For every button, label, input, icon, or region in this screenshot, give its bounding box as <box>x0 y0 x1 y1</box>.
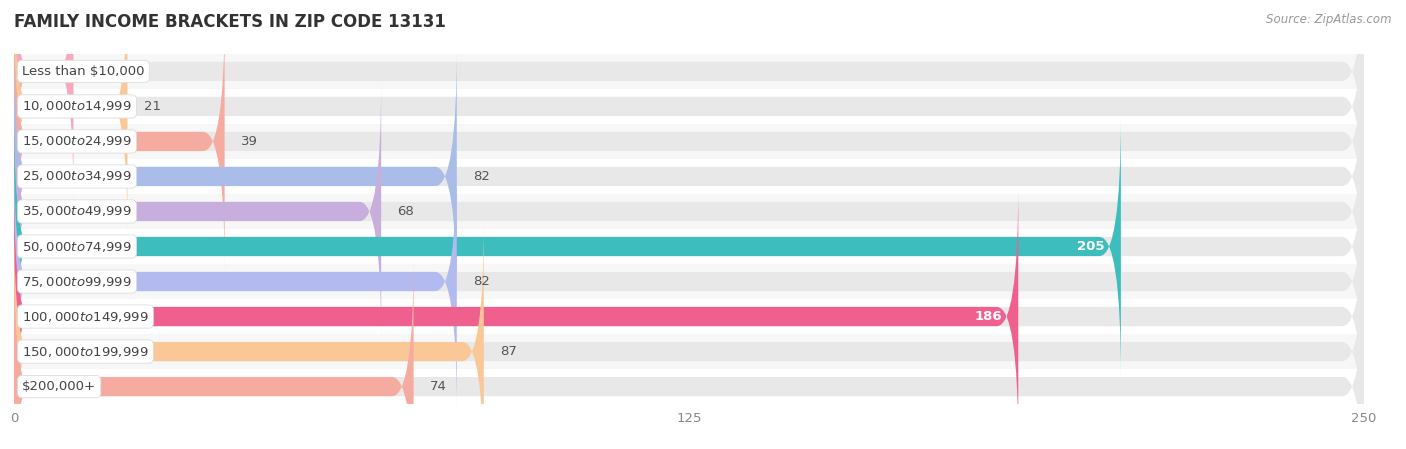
Text: 11: 11 <box>90 65 107 78</box>
FancyBboxPatch shape <box>14 81 381 342</box>
Text: $15,000 to $24,999: $15,000 to $24,999 <box>22 134 132 149</box>
FancyBboxPatch shape <box>14 11 225 272</box>
Text: $50,000 to $74,999: $50,000 to $74,999 <box>22 239 132 254</box>
FancyBboxPatch shape <box>14 11 1364 272</box>
Text: $75,000 to $99,999: $75,000 to $99,999 <box>22 274 132 289</box>
FancyBboxPatch shape <box>14 221 484 449</box>
FancyBboxPatch shape <box>14 81 1364 342</box>
FancyBboxPatch shape <box>14 0 128 237</box>
FancyBboxPatch shape <box>14 116 1364 377</box>
Text: 87: 87 <box>501 345 517 358</box>
FancyBboxPatch shape <box>14 124 1364 159</box>
FancyBboxPatch shape <box>14 151 1364 412</box>
Text: FAMILY INCOME BRACKETS IN ZIP CODE 13131: FAMILY INCOME BRACKETS IN ZIP CODE 13131 <box>14 13 446 31</box>
FancyBboxPatch shape <box>14 46 1364 307</box>
FancyBboxPatch shape <box>14 116 1121 377</box>
FancyBboxPatch shape <box>14 299 1364 334</box>
Text: $100,000 to $149,999: $100,000 to $149,999 <box>22 309 149 324</box>
Text: 68: 68 <box>398 205 415 218</box>
FancyBboxPatch shape <box>14 151 457 412</box>
FancyBboxPatch shape <box>14 256 413 449</box>
FancyBboxPatch shape <box>14 229 1364 264</box>
FancyBboxPatch shape <box>14 46 457 307</box>
FancyBboxPatch shape <box>14 256 1364 449</box>
FancyBboxPatch shape <box>14 186 1364 447</box>
Text: $200,000+: $200,000+ <box>22 380 96 393</box>
Text: Less than $10,000: Less than $10,000 <box>22 65 145 78</box>
Text: $10,000 to $14,999: $10,000 to $14,999 <box>22 99 132 114</box>
FancyBboxPatch shape <box>14 159 1364 194</box>
FancyBboxPatch shape <box>14 369 1364 404</box>
FancyBboxPatch shape <box>14 186 1018 447</box>
Text: $150,000 to $199,999: $150,000 to $199,999 <box>22 344 149 359</box>
Text: 205: 205 <box>1077 240 1105 253</box>
Text: 21: 21 <box>143 100 160 113</box>
FancyBboxPatch shape <box>14 264 1364 299</box>
Text: 82: 82 <box>472 170 489 183</box>
Text: 74: 74 <box>430 380 447 393</box>
Text: Source: ZipAtlas.com: Source: ZipAtlas.com <box>1267 13 1392 26</box>
FancyBboxPatch shape <box>14 0 73 202</box>
FancyBboxPatch shape <box>14 194 1364 229</box>
FancyBboxPatch shape <box>14 334 1364 369</box>
FancyBboxPatch shape <box>14 0 1364 237</box>
Text: 39: 39 <box>240 135 257 148</box>
FancyBboxPatch shape <box>14 54 1364 89</box>
FancyBboxPatch shape <box>14 0 1364 202</box>
Text: 186: 186 <box>974 310 1002 323</box>
Text: 82: 82 <box>472 275 489 288</box>
Text: $35,000 to $49,999: $35,000 to $49,999 <box>22 204 132 219</box>
Text: $25,000 to $34,999: $25,000 to $34,999 <box>22 169 132 184</box>
FancyBboxPatch shape <box>14 89 1364 124</box>
FancyBboxPatch shape <box>14 221 1364 449</box>
